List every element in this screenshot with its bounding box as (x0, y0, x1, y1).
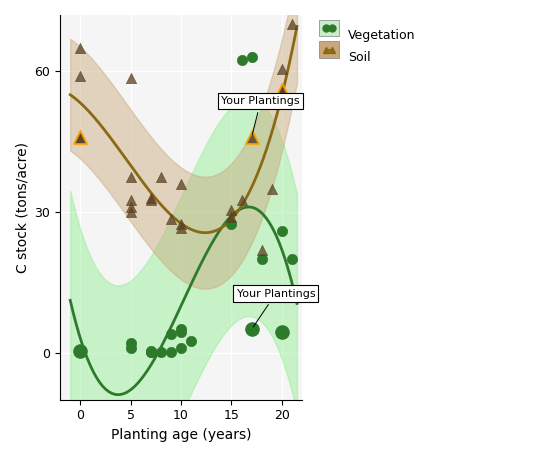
Point (227, 220, 236, 228)
Point (147, 348, 155, 355)
Point (177, 328, 185, 335)
Point (227, 213, 236, 220)
Point (278, 65, 286, 73)
Point (126, 197, 135, 204)
Point (267, 185, 276, 192)
Text: Your Plantings: Your Plantings (221, 96, 300, 134)
Point (257, 255, 266, 263)
Point (177, 220, 185, 228)
Point (177, 345, 185, 352)
Point (126, 74, 135, 82)
Point (76, 72, 85, 80)
Point (288, 255, 296, 263)
Point (278, 86, 286, 94)
Point (76, 133, 85, 141)
Point (126, 340, 135, 347)
Point (278, 227, 286, 234)
Point (237, 197, 246, 204)
Point (126, 204, 135, 211)
Point (157, 348, 165, 356)
Point (147, 197, 155, 204)
Point (126, 345, 135, 352)
Point (187, 337, 195, 345)
Point (76, 348, 85, 355)
Legend: Vegetation, Soil: Vegetation, Soil (313, 21, 422, 70)
Point (147, 348, 155, 356)
Point (257, 246, 266, 253)
Y-axis label: C stock (tons/acre): C stock (tons/acre) (15, 142, 29, 273)
Point (126, 173, 135, 181)
Point (166, 215, 175, 223)
Point (76, 44, 85, 52)
Point (177, 225, 185, 232)
Point (278, 328, 286, 335)
X-axis label: Planting age (years): Planting age (years) (111, 428, 251, 442)
Text: Your Plantings: Your Plantings (236, 288, 315, 327)
Point (237, 56, 246, 63)
Point (126, 208, 135, 216)
Point (147, 349, 155, 356)
Point (177, 326, 185, 333)
Point (288, 21, 296, 28)
Point (248, 133, 256, 141)
Point (248, 326, 256, 333)
Point (177, 180, 185, 187)
Point (76, 133, 85, 141)
Point (227, 206, 236, 213)
Point (166, 330, 175, 338)
Point (76, 348, 85, 355)
Point (248, 53, 256, 61)
Point (157, 173, 165, 181)
Point (147, 194, 155, 202)
Point (166, 348, 175, 356)
Point (278, 86, 286, 94)
